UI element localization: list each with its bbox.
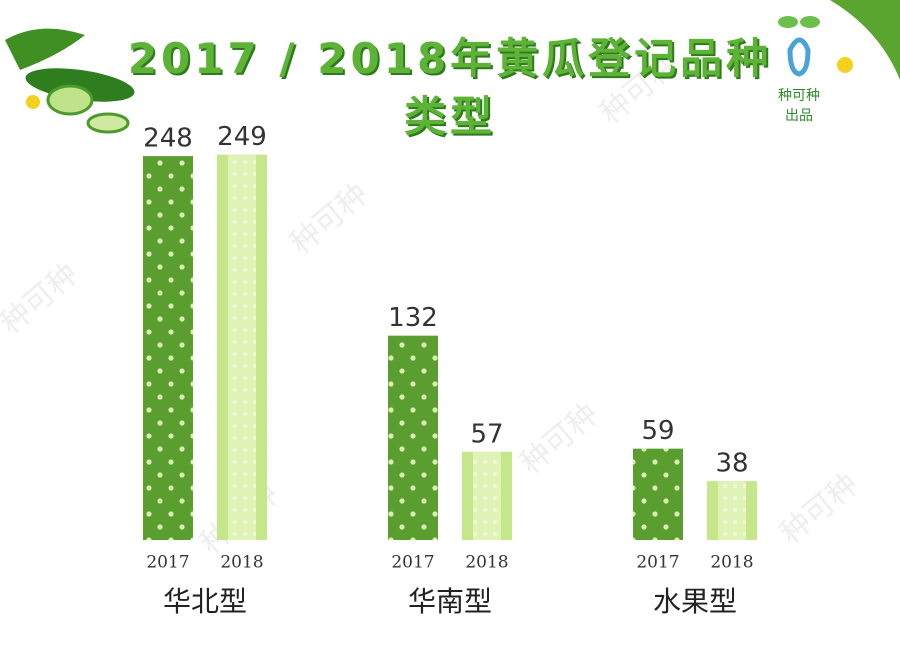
watermark: 种可种: [774, 467, 865, 552]
cucumber-decoration: [5, 28, 135, 134]
logo: [778, 0, 900, 80]
value-label: 132: [388, 303, 438, 333]
watermark: 种可种: [0, 257, 85, 342]
x-tick-label: 华南型: [408, 585, 492, 618]
series-label: 2018: [710, 553, 753, 573]
logo-text: 种可种: [778, 88, 820, 104]
value-label: 59: [641, 416, 674, 446]
logo-text: 出品: [785, 108, 813, 124]
series-label: 2017: [391, 553, 434, 573]
bar-texture: [143, 156, 193, 540]
x-tick-label: 水果型: [653, 585, 737, 618]
bar-texture: [718, 481, 746, 540]
series-label: 2018: [220, 553, 263, 573]
bar-texture: [633, 448, 683, 540]
bar-texture: [228, 154, 256, 540]
chart-title: 2017 / 2018年黄瓜登记品种类型: [127, 34, 773, 141]
series-label: 2017: [636, 553, 679, 573]
series-label: 2018: [465, 553, 508, 573]
value-label: 249: [217, 122, 267, 152]
x-tick-label: 华北型: [163, 585, 247, 618]
bar-texture: [473, 451, 501, 540]
value-label: 38: [715, 449, 748, 479]
value-label: 57: [470, 419, 503, 449]
series-label: 2017: [146, 553, 189, 573]
watermark: 种可种: [284, 177, 375, 262]
watermark: 种可种: [514, 397, 605, 482]
value-label: 248: [143, 124, 193, 154]
bar-texture: [388, 335, 438, 540]
